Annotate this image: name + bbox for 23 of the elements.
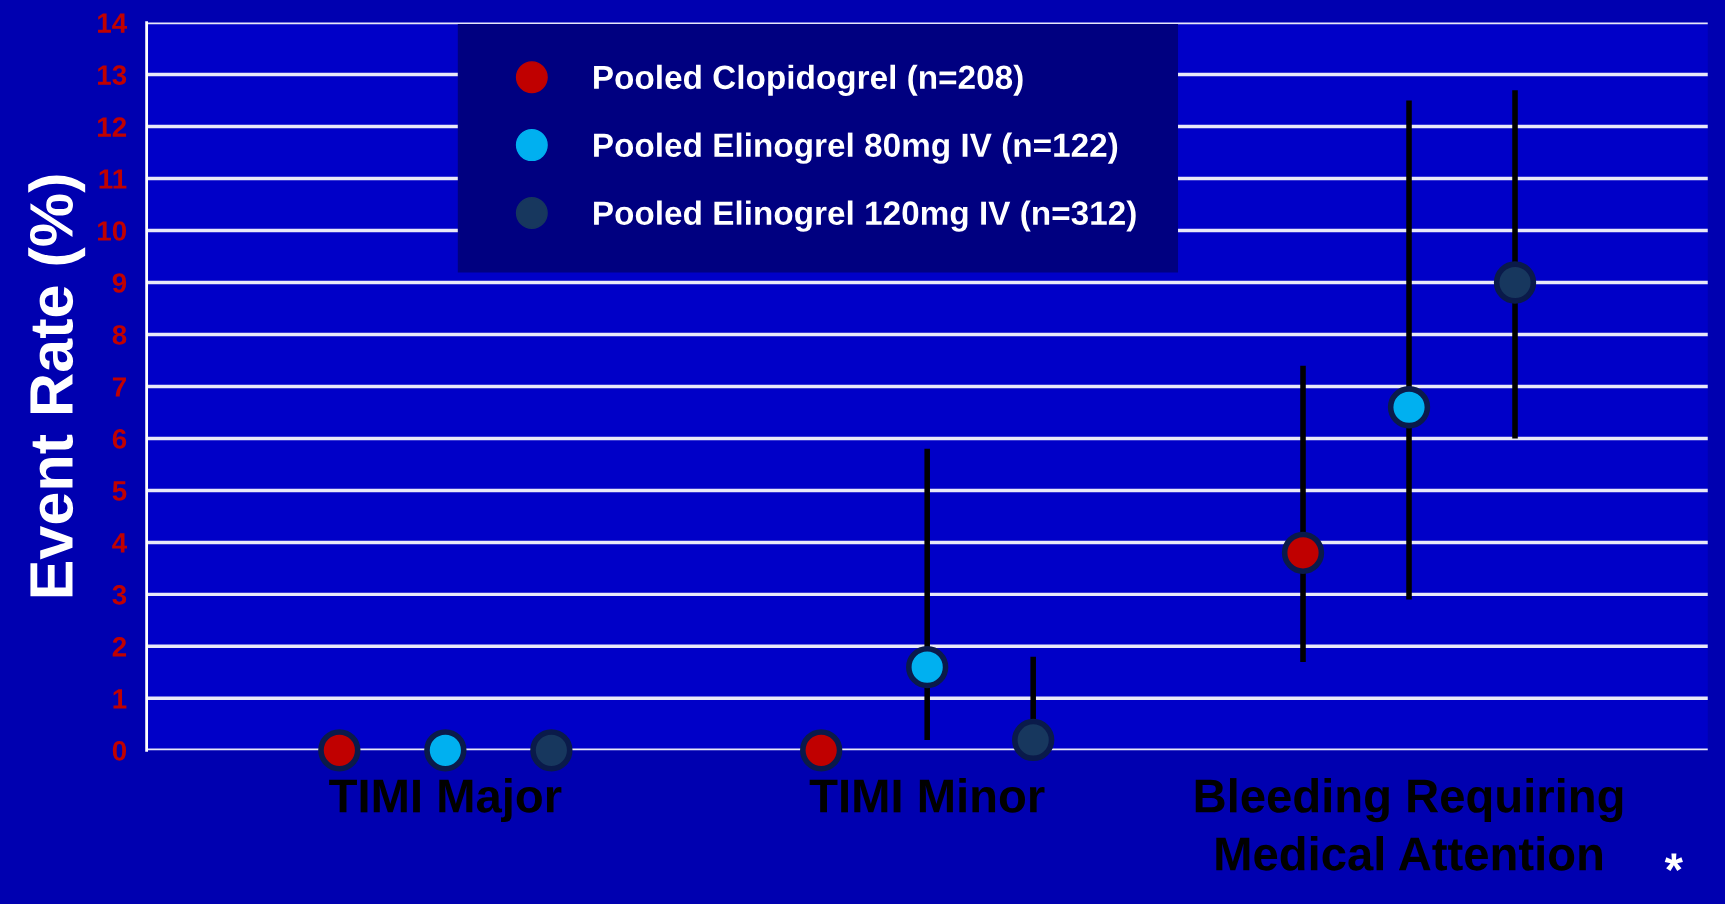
- y-tick-label: 10: [98, 221, 127, 241]
- y-tick-label: 9: [112, 273, 127, 293]
- legend-label: Pooled Elinogrel 80mg IV (n=122): [594, 132, 1118, 164]
- legend-label: Pooled Elinogrel 120mg IV (n=312): [594, 200, 1136, 232]
- y-tick-label: 3: [112, 585, 127, 605]
- y-tick-label: 6: [112, 429, 127, 449]
- y-tick-label: 5: [112, 481, 127, 501]
- y-tick-label: 11: [99, 169, 127, 189]
- text: *: [1664, 853, 1683, 871]
- y-tick-label: 4: [112, 533, 128, 553]
- legend-label: Pooled Clopidogrel (n=208): [594, 64, 1023, 96]
- y-tick-label: 2: [112, 637, 127, 657]
- y-tick-label: 14: [98, 13, 128, 33]
- y-axis-title: Event Rate (%): [28, 175, 86, 597]
- y-tick-label: 13: [98, 65, 127, 85]
- y-tick-label: 8: [112, 325, 127, 345]
- x-tick-label: TIMI Minor: [809, 778, 1045, 813]
- x-tick-label: TIMI Major: [329, 778, 562, 823]
- y-tick-label: 12: [98, 117, 127, 137]
- y-tick-label: 7: [112, 377, 126, 397]
- x-tick-label: Bleeding Requiring Medical Attention: [1195, 778, 1623, 871]
- y-tick-label: 0: [112, 740, 127, 761]
- y-tick-label: 1: [113, 689, 127, 709]
